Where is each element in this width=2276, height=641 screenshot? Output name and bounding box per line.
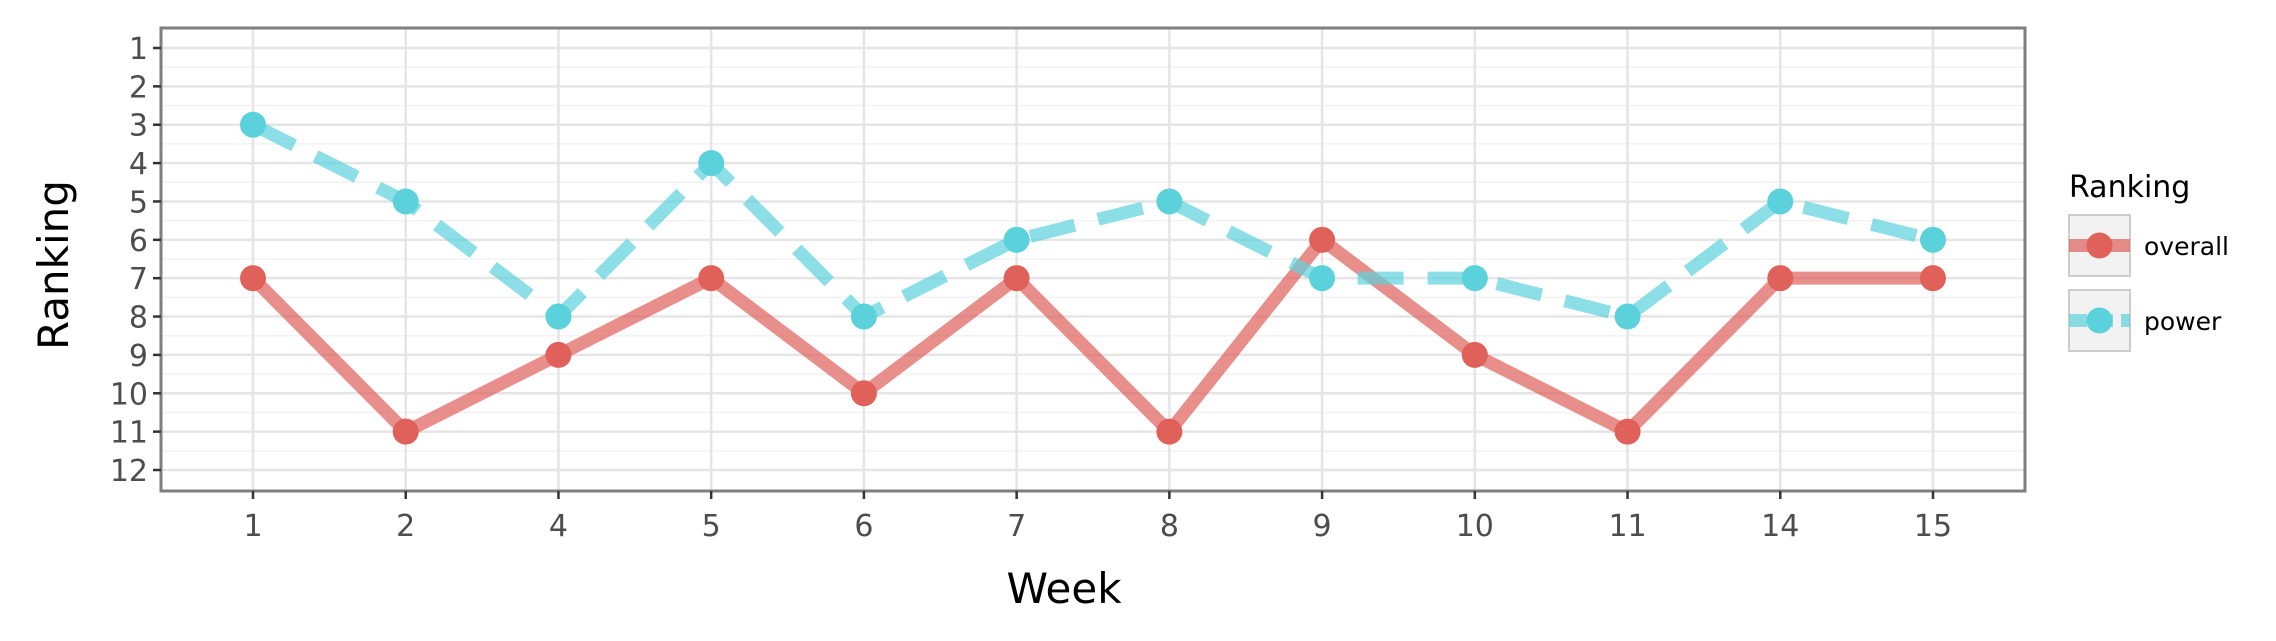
data-point-power xyxy=(1156,188,1183,215)
data-point-power xyxy=(392,188,419,215)
x-axis-title: Week xyxy=(1006,564,1122,613)
data-point-power xyxy=(1767,188,1794,215)
legend-title: Ranking xyxy=(2069,170,2190,205)
data-point-overall xyxy=(240,265,266,292)
y-tick-label: 3 xyxy=(129,109,148,144)
x-tick-label: 8 xyxy=(1160,509,1179,544)
data-point-power xyxy=(698,150,725,177)
legend-items: overall power xyxy=(2068,214,2229,352)
data-point-power xyxy=(1309,265,1336,292)
y-tick-label: 6 xyxy=(129,224,148,259)
y-tick-label: 2 xyxy=(129,70,148,105)
data-point-power xyxy=(1003,226,1030,253)
y-tick-label: 10 xyxy=(110,377,148,412)
data-point-overall xyxy=(1003,265,1030,292)
x-tick-label: 1 xyxy=(243,509,262,544)
series-line-power xyxy=(250,118,1935,324)
x-tick-label: 14 xyxy=(1761,509,1799,544)
y-tick-label: 11 xyxy=(110,416,148,451)
x-tick-label: 11 xyxy=(1608,509,1646,544)
data-point-power xyxy=(850,303,877,330)
data-point-power xyxy=(1614,303,1641,330)
series-layer xyxy=(240,111,1946,445)
data-point-power xyxy=(240,111,266,138)
plot-border xyxy=(159,26,2027,493)
legend-label-power: power xyxy=(2144,307,2222,336)
legend-marker-overall xyxy=(2086,232,2113,259)
legend-marker-power xyxy=(2086,307,2113,334)
data-point-power xyxy=(545,303,572,330)
x-tick-label: 6 xyxy=(854,509,873,544)
data-point-overall xyxy=(850,380,877,407)
y-tick-label: 4 xyxy=(129,147,148,182)
x-tick-label: 5 xyxy=(702,509,721,544)
data-point-power xyxy=(1461,265,1488,292)
x-tick-label: 2 xyxy=(396,509,415,544)
data-point-overall xyxy=(1156,418,1183,445)
data-point-overall xyxy=(1767,265,1794,292)
x-tick-label: 7 xyxy=(1007,509,1026,544)
y-tick-label: 7 xyxy=(129,262,148,297)
data-point-power xyxy=(1920,226,1946,253)
data-point-overall xyxy=(545,341,572,368)
data-point-overall xyxy=(392,418,419,445)
y-tick-label: 1 xyxy=(129,32,148,67)
data-point-overall xyxy=(698,265,725,292)
series-line-overall xyxy=(248,233,1933,439)
x-tick-label: 9 xyxy=(1313,509,1332,544)
data-point-overall xyxy=(1309,226,1336,253)
y-tick-label: 12 xyxy=(110,454,148,489)
x-tick-label: 4 xyxy=(549,509,568,544)
legend-label-overall: overall xyxy=(2144,232,2229,261)
grid xyxy=(161,28,2025,491)
x-tick-label: 10 xyxy=(1456,509,1494,544)
y-tick-label: 5 xyxy=(129,185,148,220)
data-point-overall xyxy=(1614,418,1641,445)
y-tick-label: 8 xyxy=(129,301,148,336)
data-point-overall xyxy=(1461,341,1488,368)
legend: Ranking overall power xyxy=(2068,170,2229,352)
x-tick-label: 15 xyxy=(1914,509,1952,544)
data-point-overall xyxy=(1920,265,1946,292)
y-tick-label: 9 xyxy=(129,339,148,374)
y-axis-title: Ranking xyxy=(29,180,78,350)
